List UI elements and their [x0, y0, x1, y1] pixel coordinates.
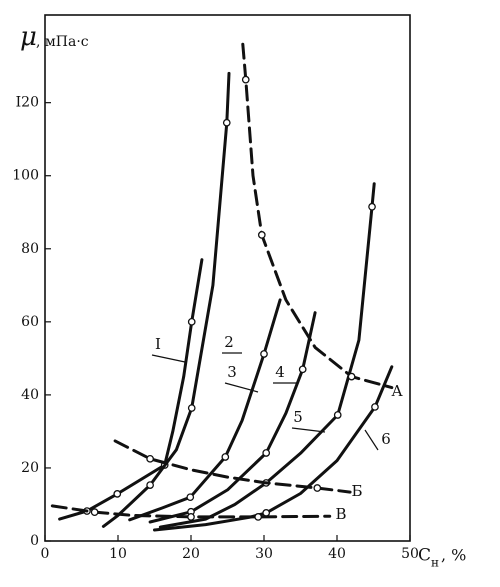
- data-point: [254, 513, 263, 521]
- curve-label: 2: [224, 333, 234, 351]
- x-label-symbol: С: [418, 546, 431, 566]
- curve: [153, 365, 394, 532]
- curve: [101, 71, 231, 528]
- data-point: [333, 411, 342, 419]
- y-tick-label: 80: [21, 241, 39, 257]
- x-tick-label: 40: [328, 546, 346, 562]
- label-leader: [224, 382, 259, 393]
- x-tick-label: 50: [401, 546, 419, 562]
- curve-label: 5: [293, 408, 303, 426]
- data-point: [347, 372, 356, 381]
- y-tick-label: I20: [16, 95, 39, 111]
- data-point: [222, 118, 231, 127]
- data-point: [186, 493, 195, 502]
- data-point: [368, 202, 376, 211]
- label-leader: [364, 429, 379, 451]
- label-leader: [151, 354, 186, 363]
- data-point: [187, 513, 195, 521]
- data-point: [262, 449, 271, 457]
- y-label-symbol: μ: [20, 22, 37, 52]
- data-point: [146, 454, 154, 463]
- y-tick-label: 60: [21, 314, 39, 330]
- curve-label: 4: [275, 363, 285, 381]
- data-point: [187, 317, 196, 326]
- x-label-unit: , %: [441, 546, 466, 565]
- label-leader: [291, 427, 326, 433]
- curve-label: Б: [351, 482, 362, 500]
- y-tick-label: 40: [21, 387, 39, 403]
- data-point: [146, 481, 154, 489]
- curve-label: 3: [227, 363, 237, 381]
- x-tick-label: 20: [182, 546, 200, 562]
- data-point: [313, 484, 322, 492]
- data-point: [262, 509, 271, 517]
- data-point: [257, 231, 266, 239]
- data-point: [371, 403, 379, 411]
- data-point: [221, 453, 230, 461]
- x-label-subscript: н: [431, 556, 439, 570]
- data-point: [260, 350, 268, 358]
- curve: [158, 182, 376, 529]
- data-point: [187, 404, 196, 412]
- curve: [50, 504, 332, 519]
- curve: [58, 258, 204, 521]
- y-label-unit: , мПа·с: [36, 34, 89, 50]
- plot-frame: [44, 14, 411, 542]
- curve-label: I: [155, 335, 161, 353]
- data-point: [90, 508, 99, 516]
- y-tick-label: 0: [30, 533, 39, 549]
- x-tick-label: 30: [255, 546, 273, 562]
- curve-label: 6: [381, 430, 391, 448]
- data-point: [113, 490, 122, 498]
- curve: [241, 42, 394, 390]
- x-tick-label: 0: [41, 546, 50, 562]
- x-tick-label: 10: [109, 546, 127, 562]
- y-tick-label: 20: [21, 460, 39, 476]
- data-point: [241, 75, 250, 84]
- curve-label: В: [335, 505, 346, 523]
- y-tick-label: 100: [12, 168, 39, 184]
- data-point: [298, 365, 307, 374]
- curve-label: А: [391, 382, 403, 400]
